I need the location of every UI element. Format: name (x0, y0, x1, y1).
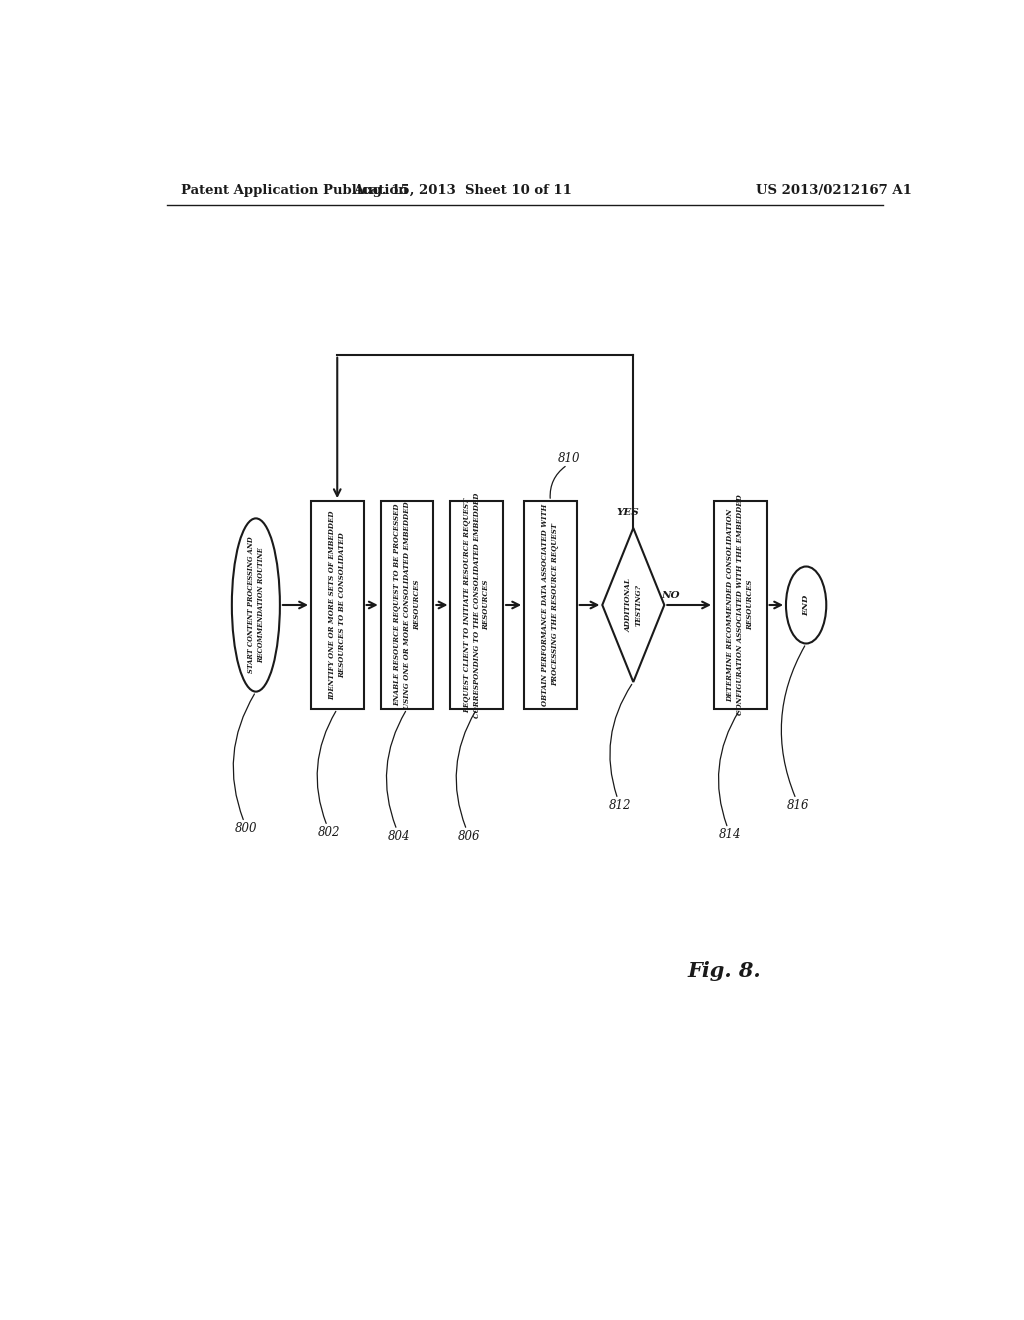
Text: 806: 806 (458, 829, 480, 842)
Text: END: END (802, 594, 810, 615)
Text: 816: 816 (786, 799, 809, 812)
Text: 812: 812 (608, 799, 631, 812)
Text: Fig. 8.: Fig. 8. (688, 961, 762, 981)
Text: REQUEST CLIENT TO INITIATE RESOURCE REQUEST
CORRESPONDING TO THE CONSOLIDATED EM: REQUEST CLIENT TO INITIATE RESOURCE REQU… (463, 492, 490, 718)
Text: DETERMINE RECOMMENDED CONSOLIDATION
CONFIGURATION ASSOCIATED WITH THE EMBEDDED
R: DETERMINE RECOMMENDED CONSOLIDATION CONF… (726, 495, 754, 715)
Text: ENABLE RESOURCE REQUEST TO BE PROCESSED
USING ONE OR MORE CONSOLIDATED EMBEDDED
: ENABLE RESOURCE REQUEST TO BE PROCESSED … (393, 502, 421, 709)
Text: ADDITIONAL
TESTING?: ADDITIONAL TESTING? (625, 578, 642, 632)
Text: START CONTENT PROCESSING AND
RECOMMENDATION ROUTINE: START CONTENT PROCESSING AND RECOMMENDAT… (247, 537, 265, 673)
Text: 804: 804 (388, 829, 411, 842)
Text: 802: 802 (317, 825, 340, 838)
Text: IDENTIFY ONE OR MORE SETS OF EMBEDDED
RESOURCES TO BE CONSOLIDATED: IDENTIFY ONE OR MORE SETS OF EMBEDDED RE… (329, 511, 346, 700)
Text: Patent Application Publication: Patent Application Publication (180, 185, 408, 197)
Text: NO: NO (662, 591, 680, 601)
Text: 800: 800 (234, 822, 257, 834)
Text: 814: 814 (719, 828, 741, 841)
Text: OBTAIN PERFORMANCE DATA ASSOCIATED WITH
PROCESSING THE RESOURCE REQUEST: OBTAIN PERFORMANCE DATA ASSOCIATED WITH … (542, 504, 559, 706)
Text: Aug. 15, 2013  Sheet 10 of 11: Aug. 15, 2013 Sheet 10 of 11 (353, 185, 572, 197)
Text: US 2013/0212167 A1: US 2013/0212167 A1 (756, 185, 911, 197)
Text: YES: YES (616, 508, 639, 517)
Text: 810: 810 (558, 453, 581, 465)
